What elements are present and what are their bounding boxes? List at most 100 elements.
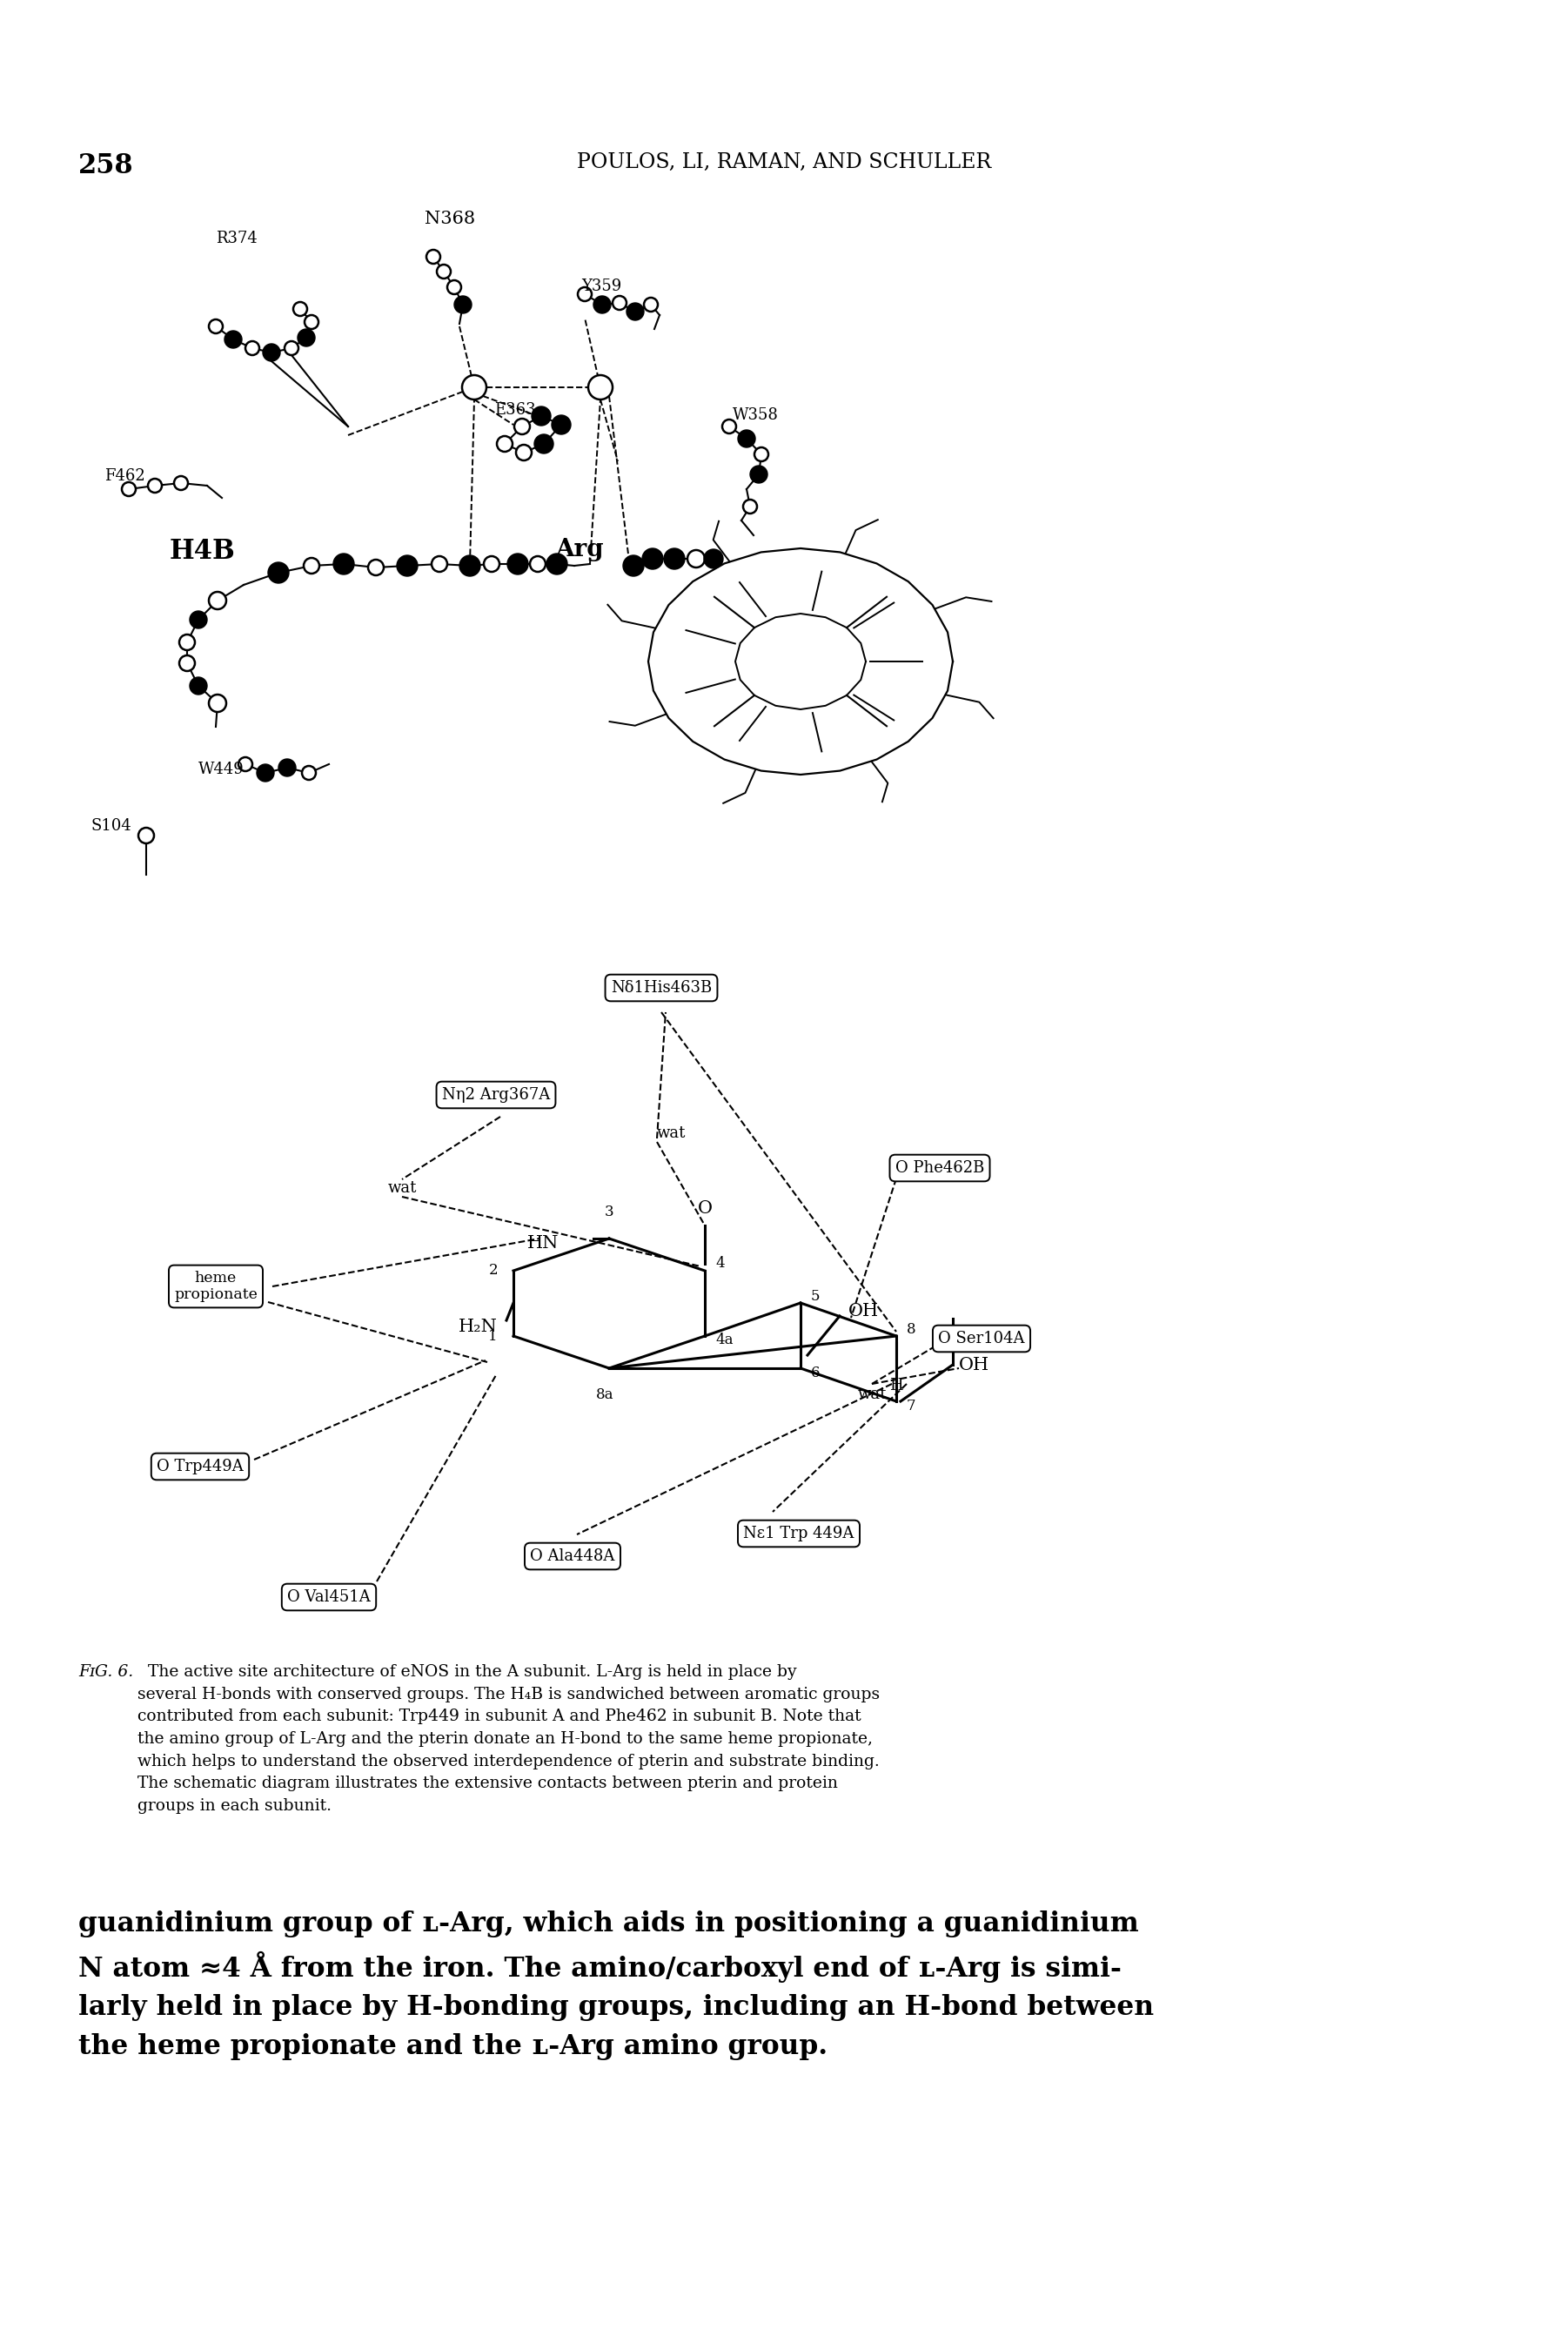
Text: guanidinium group of ʟ-Arg, which aids in positioning a guanidinium
N atom ≈4 Å : guanidinium group of ʟ-Arg, which aids i… — [78, 1911, 1154, 2061]
Circle shape — [298, 329, 315, 345]
Circle shape — [238, 757, 252, 771]
Circle shape — [687, 550, 706, 566]
Text: H4B: H4B — [169, 538, 235, 564]
Circle shape — [209, 696, 226, 712]
Circle shape — [643, 548, 663, 569]
Circle shape — [293, 303, 307, 315]
Text: N368: N368 — [425, 212, 475, 228]
Circle shape — [179, 634, 194, 651]
Text: 2: 2 — [489, 1264, 497, 1278]
Circle shape — [547, 555, 568, 573]
Text: F462: F462 — [105, 468, 146, 484]
Text: O Ser104A: O Ser104A — [938, 1330, 1025, 1347]
Circle shape — [138, 827, 154, 844]
Text: O Val451A: O Val451A — [287, 1589, 370, 1605]
Circle shape — [224, 331, 241, 348]
Text: POULOS, LI, RAMAN, AND SCHULLER: POULOS, LI, RAMAN, AND SCHULLER — [577, 153, 991, 172]
Text: wat: wat — [858, 1386, 886, 1403]
Circle shape — [334, 555, 354, 573]
Text: O Trp449A: O Trp449A — [157, 1459, 243, 1473]
Text: Nδ1His463B: Nδ1His463B — [610, 980, 712, 996]
Text: FɪG. 6.: FɪG. 6. — [78, 1664, 133, 1680]
Circle shape — [508, 555, 528, 573]
Circle shape — [497, 437, 513, 451]
Circle shape — [530, 557, 546, 571]
Circle shape — [644, 298, 659, 313]
Text: W358: W358 — [732, 407, 779, 423]
Circle shape — [190, 677, 207, 696]
Circle shape — [485, 557, 500, 571]
Circle shape — [455, 296, 472, 313]
Circle shape — [437, 266, 450, 280]
Circle shape — [122, 482, 136, 496]
Circle shape — [577, 287, 591, 301]
Circle shape — [514, 418, 530, 435]
Circle shape — [463, 376, 486, 400]
Circle shape — [303, 766, 315, 780]
Circle shape — [263, 343, 281, 362]
Circle shape — [532, 407, 550, 425]
Circle shape — [552, 416, 571, 435]
Circle shape — [174, 477, 188, 491]
Circle shape — [627, 303, 644, 320]
Circle shape — [257, 764, 274, 783]
Text: 7: 7 — [906, 1398, 916, 1412]
Text: 6: 6 — [811, 1365, 820, 1379]
Circle shape — [368, 559, 384, 576]
Circle shape — [754, 446, 768, 461]
Text: Nε1 Trp 449A: Nε1 Trp 449A — [743, 1525, 855, 1542]
Circle shape — [268, 562, 289, 583]
Circle shape — [190, 611, 207, 627]
Text: wat: wat — [657, 1126, 687, 1142]
Circle shape — [209, 592, 226, 609]
Circle shape — [284, 341, 298, 355]
Text: 1: 1 — [489, 1328, 497, 1344]
Text: 8a: 8a — [596, 1386, 613, 1403]
Text: S104: S104 — [91, 818, 132, 834]
Text: W449: W449 — [199, 761, 245, 778]
Circle shape — [245, 341, 259, 355]
Text: HN: HN — [527, 1234, 558, 1250]
Text: E363: E363 — [494, 402, 536, 418]
Circle shape — [723, 421, 735, 432]
Text: 4: 4 — [715, 1257, 724, 1271]
Circle shape — [179, 656, 194, 672]
Circle shape — [304, 557, 320, 573]
Text: 8: 8 — [906, 1321, 916, 1337]
Circle shape — [739, 430, 756, 446]
Text: R374: R374 — [216, 230, 257, 247]
Circle shape — [426, 249, 441, 263]
Circle shape — [750, 465, 767, 484]
Circle shape — [304, 315, 318, 329]
Circle shape — [622, 555, 644, 576]
Text: wat: wat — [387, 1180, 417, 1196]
Circle shape — [447, 280, 461, 294]
Text: H: H — [889, 1377, 903, 1394]
Text: 4a: 4a — [715, 1332, 734, 1349]
Text: O: O — [698, 1201, 712, 1217]
Circle shape — [147, 479, 162, 494]
Text: 5: 5 — [811, 1288, 820, 1304]
Text: Nη2 Arg367A: Nη2 Arg367A — [442, 1088, 550, 1102]
Text: H₂N: H₂N — [459, 1318, 497, 1335]
Text: 3: 3 — [605, 1206, 613, 1220]
Text: O Ala448A: O Ala448A — [530, 1549, 615, 1565]
Circle shape — [593, 296, 612, 313]
Circle shape — [588, 376, 613, 400]
Circle shape — [397, 555, 417, 576]
Circle shape — [535, 435, 554, 454]
Text: 258: 258 — [78, 153, 133, 179]
Text: OH: OH — [848, 1304, 880, 1321]
Text: OH: OH — [960, 1356, 989, 1372]
Text: heme
propionate: heme propionate — [174, 1271, 257, 1302]
Circle shape — [459, 555, 480, 576]
Text: Arg: Arg — [555, 538, 604, 562]
Circle shape — [704, 550, 723, 569]
Circle shape — [743, 501, 757, 515]
Text: O Phe462B: O Phe462B — [895, 1161, 985, 1175]
Text: Y359: Y359 — [582, 280, 621, 294]
Circle shape — [516, 444, 532, 461]
Text: The active site architecture of eNOS in the A subunit. L-Arg is held in place by: The active site architecture of eNOS in … — [138, 1664, 880, 1814]
Circle shape — [663, 548, 685, 569]
Circle shape — [431, 557, 447, 571]
